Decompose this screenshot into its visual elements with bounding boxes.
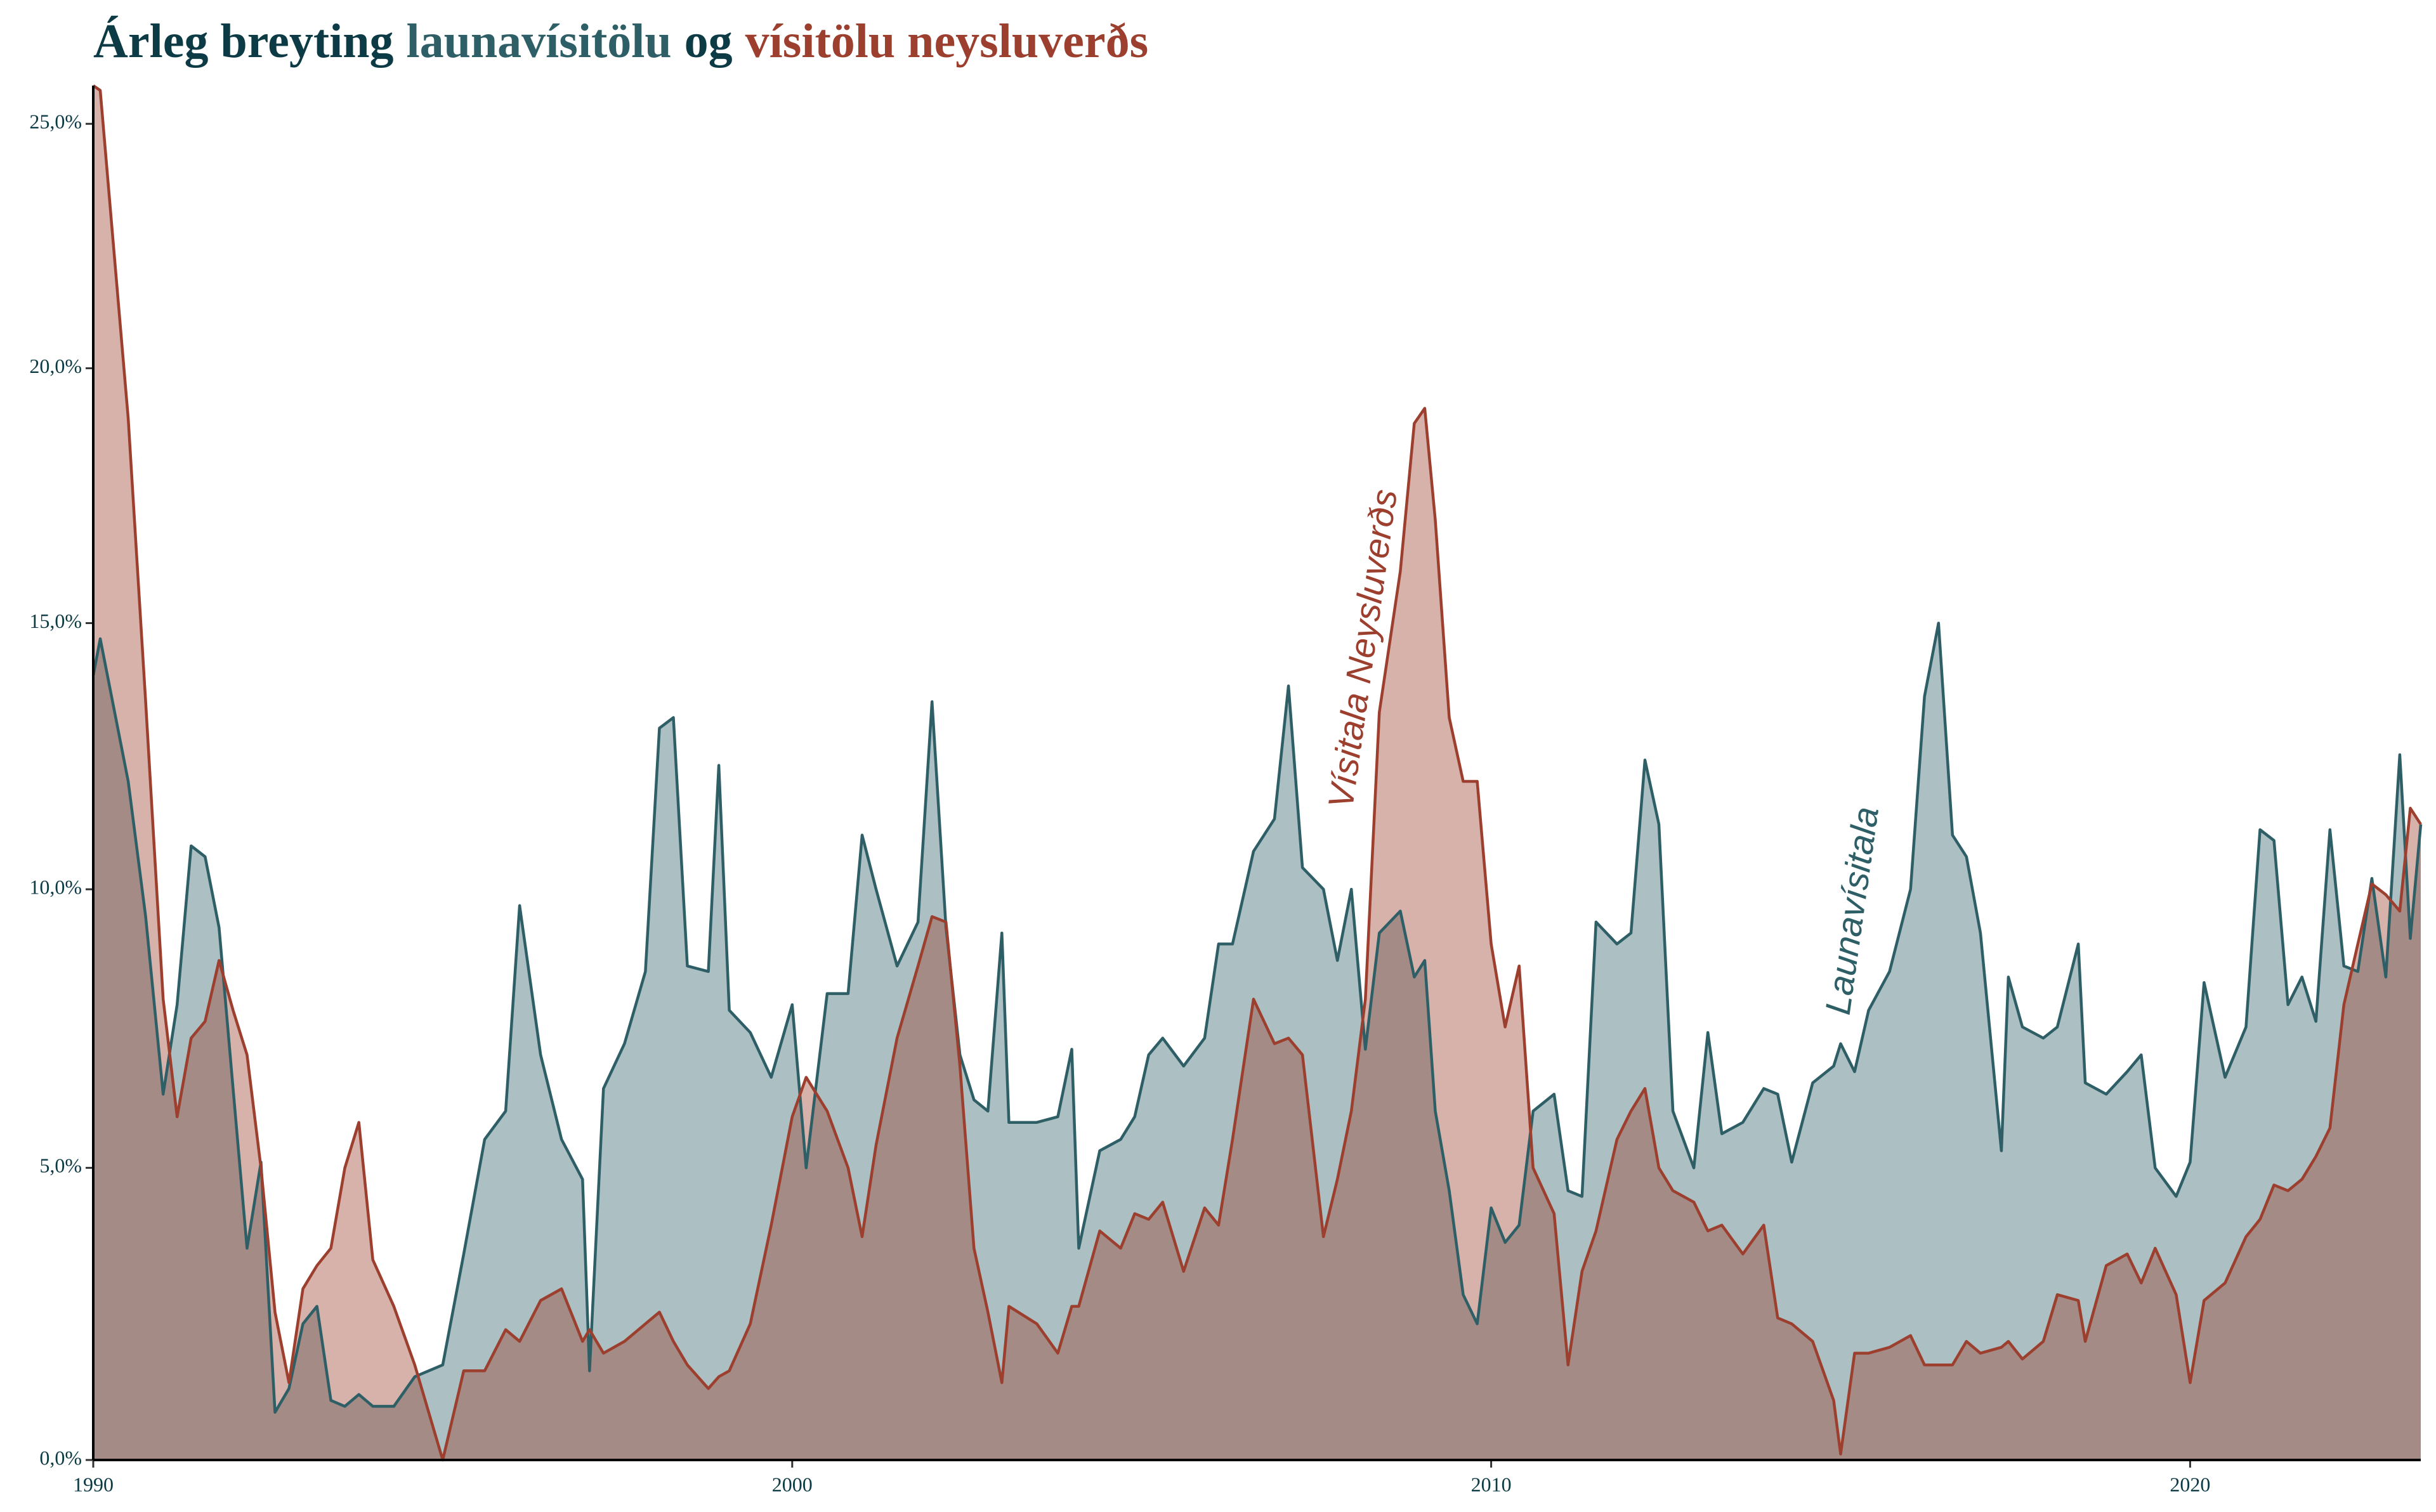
y-tick-label: 15,0% — [29, 609, 82, 632]
chart-title: Árleg breyting launavísitölu og vísitölu ne… — [93, 15, 1148, 68]
series-line — [91, 622, 2423, 1414]
title-part: Árleg breyting — [93, 15, 394, 68]
x-tick-label: 1990 — [73, 1473, 114, 1496]
y-tick-label: 10,0% — [29, 875, 82, 898]
title-part: vísitölu neysluverðs — [745, 15, 1149, 68]
y-tick-label: 5,0% — [39, 1154, 82, 1177]
area-fill — [93, 623, 2421, 1460]
y-tick-label: 20,0% — [29, 355, 82, 377]
area-fill — [93, 86, 2421, 1460]
y-tick-label: 25,0% — [29, 110, 82, 133]
title-part: launavísitölu — [407, 15, 672, 68]
x-tick-label: 2000 — [772, 1473, 813, 1496]
y-tick-label: 0,0% — [39, 1446, 82, 1469]
series-line — [92, 84, 2422, 1462]
x-tick-label: 2010 — [1471, 1473, 1512, 1496]
title-part: og — [684, 15, 733, 68]
x-tick-label: 2020 — [2170, 1473, 2210, 1496]
